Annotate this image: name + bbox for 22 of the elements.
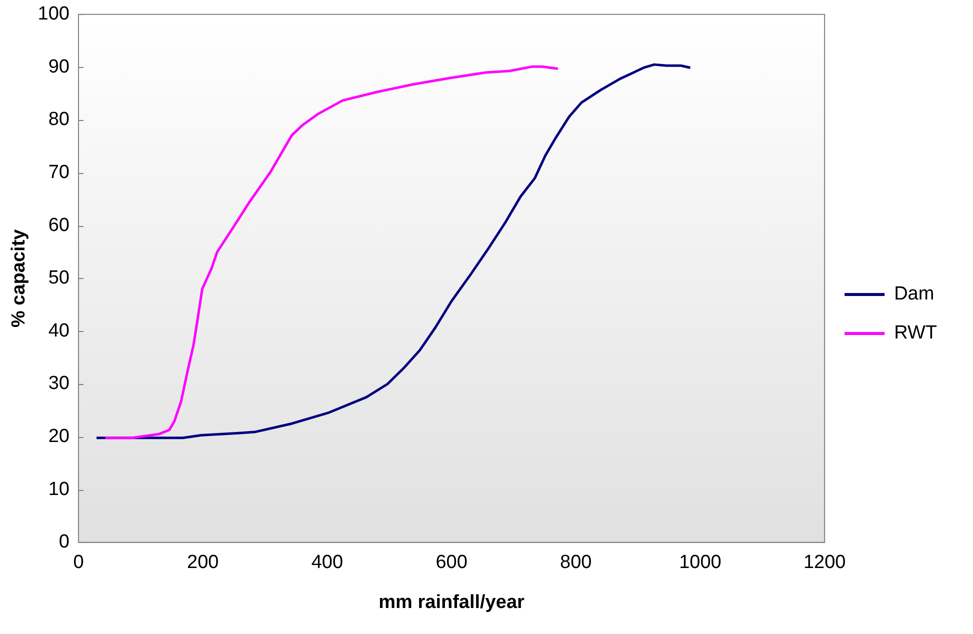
x-tick-label: 400: [311, 552, 344, 574]
x-tick-label: 800: [560, 552, 592, 574]
y-axis-title: % capacity: [8, 228, 30, 328]
y-tick-label: 20: [48, 426, 70, 448]
y-tick-label: 100: [38, 4, 70, 25]
y-tick-label: 90: [48, 56, 70, 78]
legend-label: Dam: [894, 284, 934, 305]
y-tick-label: 70: [48, 162, 70, 184]
x-axis-title: mm rainfall/year: [378, 592, 526, 613]
y-tick-label: 10: [48, 478, 70, 500]
legend-label: RWT: [894, 322, 938, 344]
y-tick-label: 40: [48, 320, 70, 342]
y-tick-label: 80: [48, 109, 70, 130]
x-tick-label: 0: [73, 552, 84, 574]
x-tick-label: 1200: [803, 552, 846, 574]
y-tick-label: 60: [48, 214, 70, 236]
y-tick-label: 30: [48, 373, 70, 394]
x-tick-label: 200: [186, 552, 219, 574]
y-tick-label: 50: [48, 268, 70, 289]
x-tick-label: 1000: [679, 552, 722, 574]
y-tick-label: 0: [58, 532, 70, 553]
x-tick-label: 600: [436, 552, 468, 574]
